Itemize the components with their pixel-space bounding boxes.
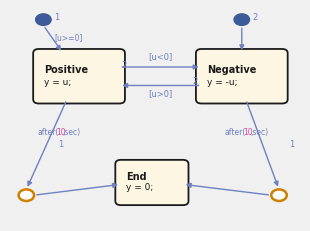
Text: 10: 10 bbox=[243, 128, 253, 137]
Circle shape bbox=[234, 14, 250, 25]
Text: after(: after( bbox=[37, 128, 59, 137]
Text: 1: 1 bbox=[289, 140, 294, 149]
Circle shape bbox=[19, 189, 34, 201]
Text: y = u;: y = u; bbox=[44, 78, 72, 87]
Text: 2: 2 bbox=[121, 61, 126, 70]
Text: 10: 10 bbox=[56, 128, 65, 137]
Text: [u<0]: [u<0] bbox=[148, 52, 173, 61]
Text: 1: 1 bbox=[54, 13, 59, 22]
Circle shape bbox=[271, 189, 287, 201]
Text: 2: 2 bbox=[252, 13, 257, 22]
Text: 1: 1 bbox=[58, 140, 63, 149]
Text: ,sec): ,sec) bbox=[63, 128, 81, 137]
Text: y = 0;: y = 0; bbox=[126, 183, 154, 192]
Circle shape bbox=[36, 14, 51, 25]
Text: End: End bbox=[126, 172, 147, 182]
Text: ,sec): ,sec) bbox=[250, 128, 268, 137]
Text: after(: after( bbox=[225, 128, 246, 137]
FancyBboxPatch shape bbox=[196, 49, 288, 103]
Text: Positive: Positive bbox=[44, 65, 88, 75]
FancyBboxPatch shape bbox=[33, 49, 125, 103]
FancyBboxPatch shape bbox=[115, 160, 188, 205]
Text: y = -u;: y = -u; bbox=[207, 78, 237, 87]
Text: [u>=0]: [u>=0] bbox=[54, 33, 83, 43]
Text: 2: 2 bbox=[193, 77, 198, 86]
Text: Negative: Negative bbox=[207, 65, 256, 75]
Text: [u>0]: [u>0] bbox=[148, 89, 173, 98]
